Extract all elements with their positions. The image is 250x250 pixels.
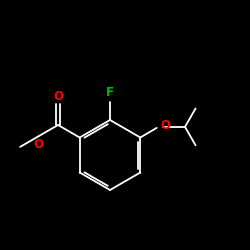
Text: O: O (34, 138, 43, 150)
Text: F: F (106, 86, 114, 99)
Text: O: O (53, 90, 63, 102)
Text: O: O (160, 120, 170, 132)
